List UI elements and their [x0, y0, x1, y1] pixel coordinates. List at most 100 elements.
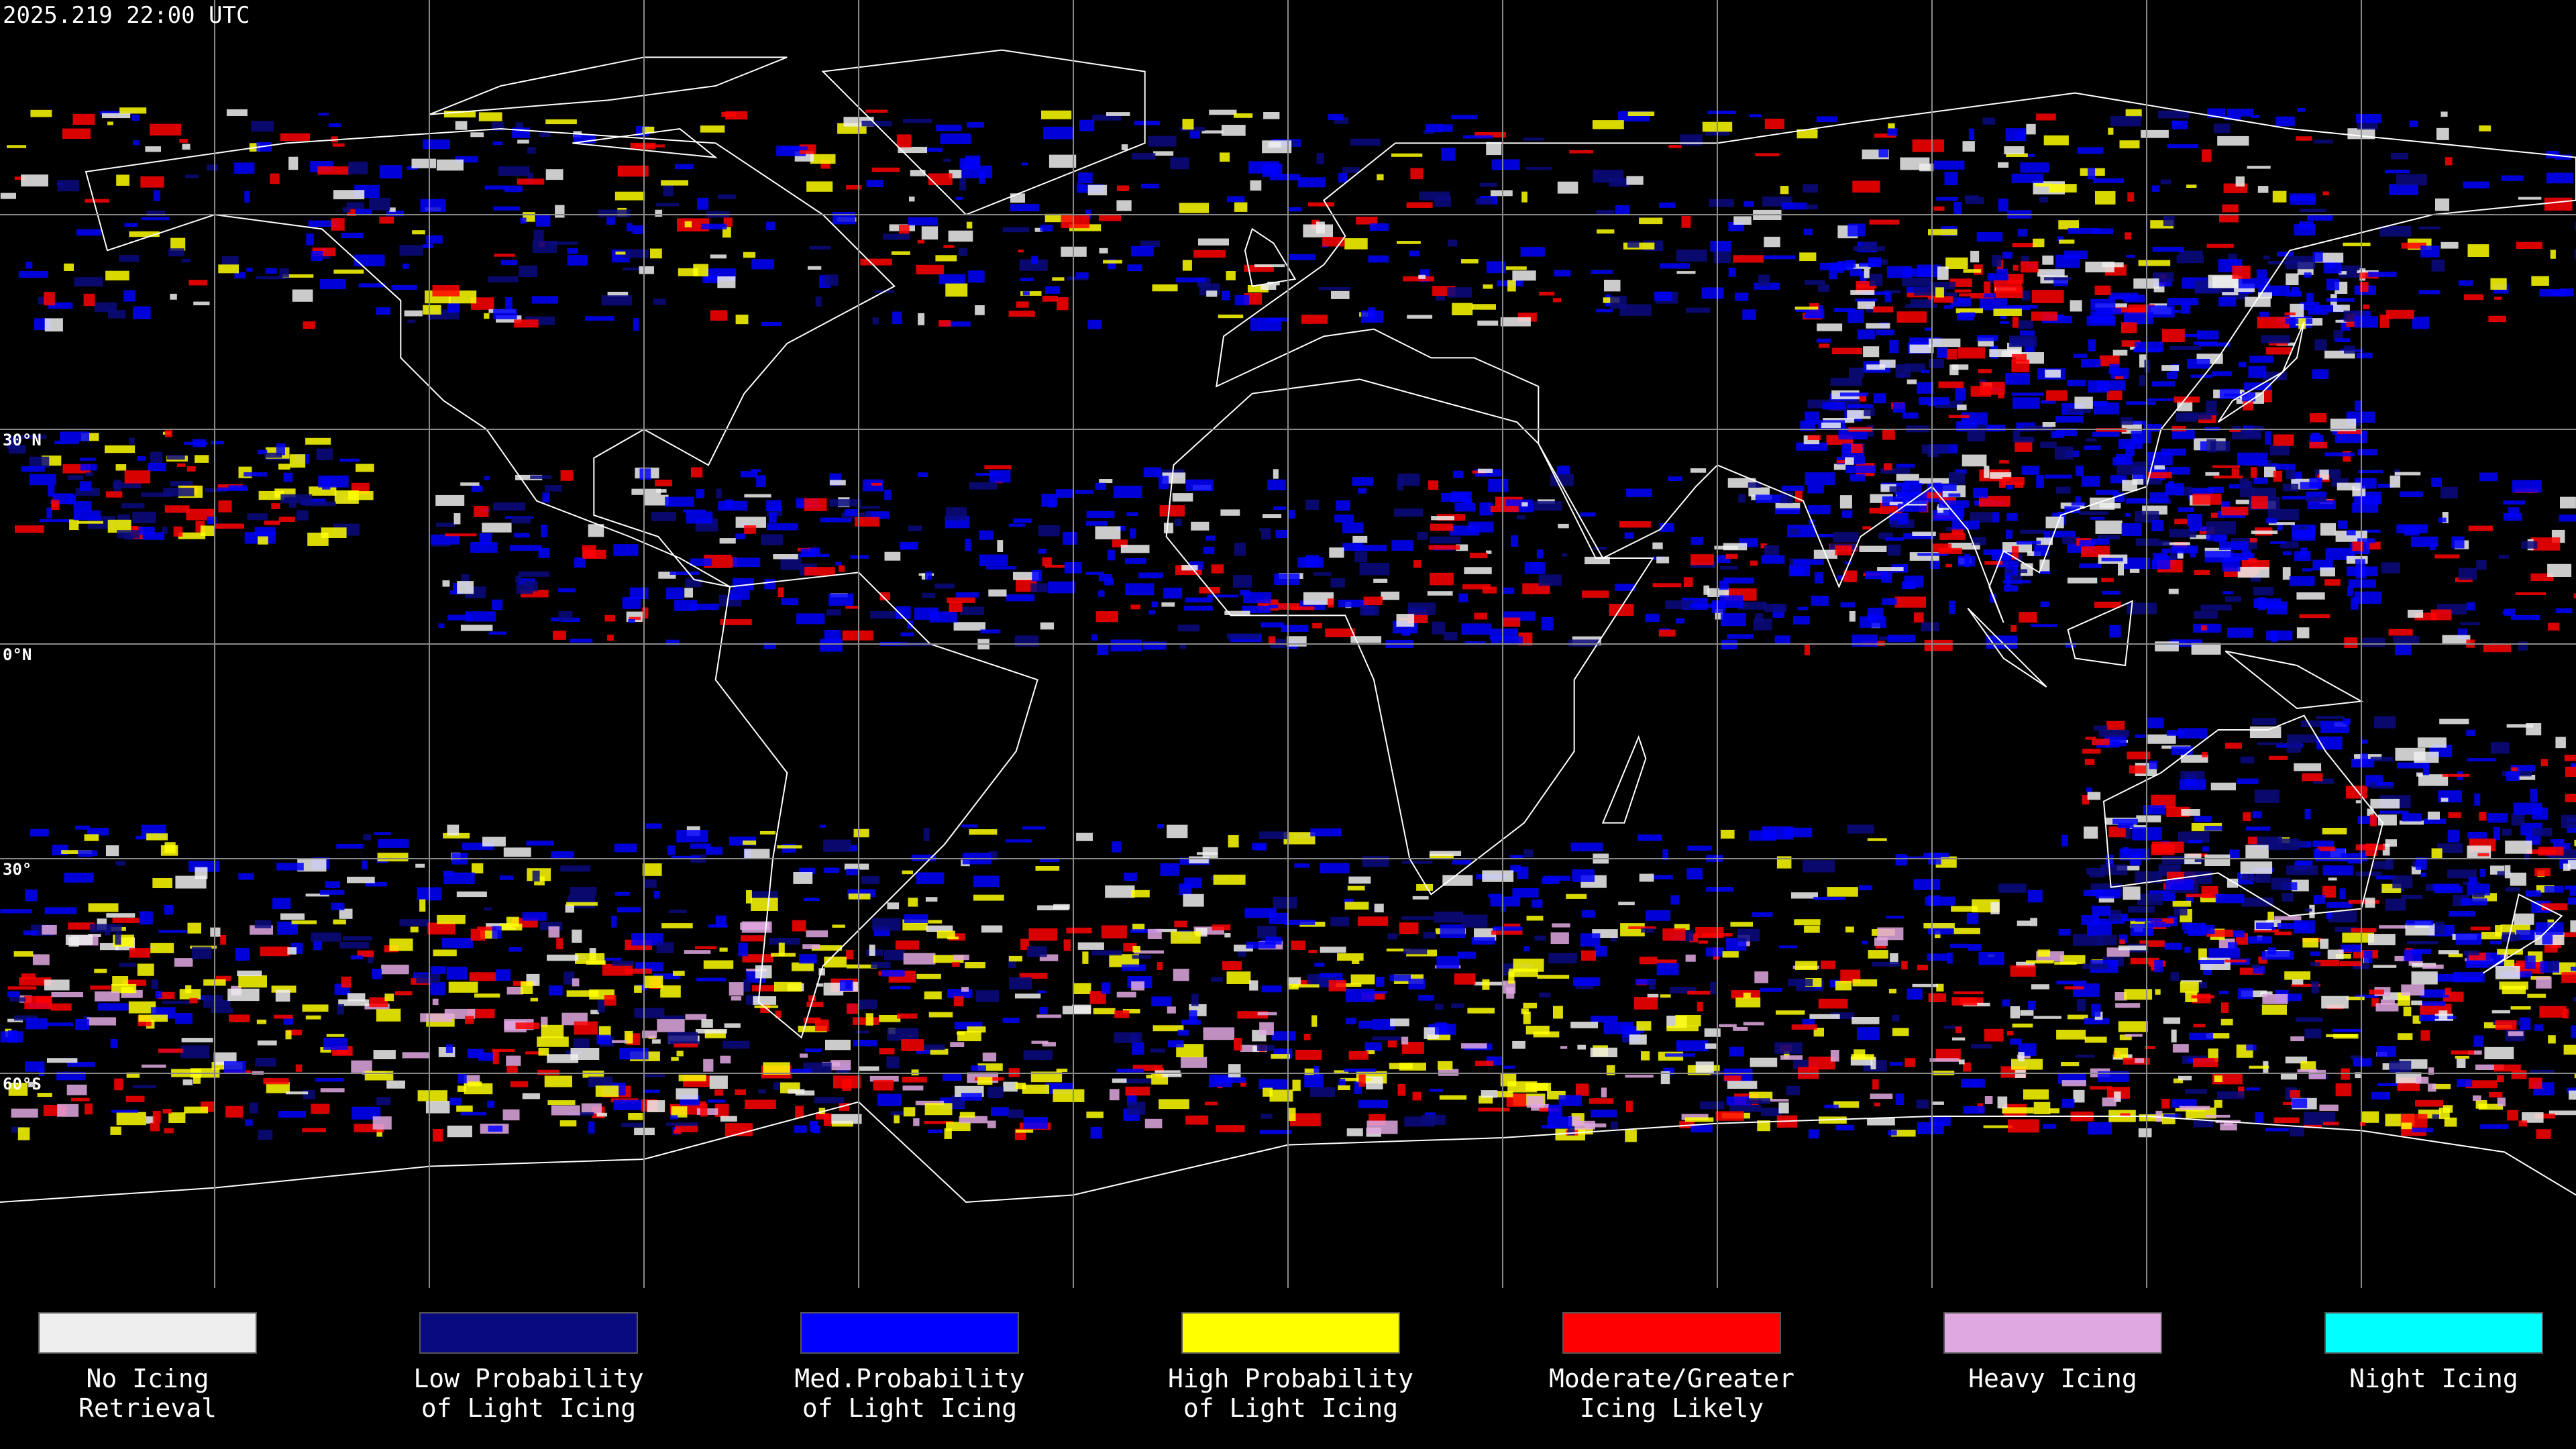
icing-pixel	[203, 1000, 231, 1008]
icing-pixel	[435, 494, 465, 506]
icing-pixel	[164, 430, 172, 437]
icing-pixel	[2092, 739, 2110, 745]
icing-pixel	[305, 894, 329, 897]
icing-pixel	[2021, 261, 2039, 273]
icing-pixel	[945, 283, 968, 297]
icing-pixel	[1802, 1018, 1815, 1026]
icing-pixel	[1346, 1018, 1356, 1024]
icing-pixel	[1986, 425, 2006, 431]
icing-pixel	[2361, 739, 2368, 744]
icing-pixel	[44, 292, 55, 306]
icing-pixel	[1274, 573, 1300, 585]
icing-pixel	[1057, 297, 1069, 311]
icing-pixel	[1811, 596, 1829, 606]
icing-pixel	[1818, 998, 1848, 1009]
icing-pixel	[1978, 369, 1992, 374]
icing-pixel	[11, 1108, 38, 1118]
icing-pixel	[2226, 109, 2254, 117]
icing-pixel	[2343, 242, 2371, 247]
icing-pixel	[1359, 563, 1390, 576]
icing-pixel	[2019, 612, 2037, 623]
icing-pixel	[2118, 823, 2134, 828]
icing-pixel	[1394, 508, 1424, 517]
icing-pixel	[1479, 1095, 1493, 1104]
icing-pixel	[2461, 977, 2481, 981]
icing-pixel	[2202, 846, 2209, 852]
icing-pixel	[2002, 1107, 2034, 1114]
icing-pixel	[1211, 977, 1223, 982]
icing-pixel	[2368, 934, 2396, 946]
icing-pixel	[1862, 526, 1872, 530]
icing-pixel	[1842, 510, 1853, 518]
icing-pixel	[1851, 634, 1878, 647]
icing-pixel	[2020, 1010, 2034, 1016]
icing-pixel	[2493, 826, 2500, 841]
icing-pixel	[2206, 439, 2216, 453]
icing-pixel	[588, 1076, 613, 1087]
icing-pixel	[1833, 531, 1859, 543]
icing-pixel	[1132, 1065, 1163, 1071]
icing-pixel	[1951, 997, 1978, 1006]
icing-pixel	[2527, 994, 2546, 998]
icing-pixel	[107, 121, 113, 125]
icing-pixel	[305, 1015, 321, 1020]
icing-pixel	[2367, 808, 2374, 816]
icing-pixel	[1109, 954, 1139, 967]
icing-pixel	[1338, 1079, 1346, 1088]
icing-pixel	[555, 205, 565, 218]
icing-pixel	[795, 1106, 804, 1118]
icing-pixel	[170, 237, 186, 251]
icing-pixel	[651, 1039, 661, 1044]
icing-pixel	[2326, 564, 2332, 570]
icing-pixel	[318, 113, 329, 116]
icing-pixel	[2198, 960, 2224, 964]
icing-pixel	[455, 156, 478, 163]
icing-pixel	[158, 1049, 183, 1053]
icing-pixel	[2251, 496, 2268, 509]
icing-pixel	[1999, 321, 2009, 324]
icing-pixel	[1524, 562, 1546, 574]
icing-pixel	[363, 834, 372, 841]
icing-pixel	[2432, 1083, 2451, 1089]
icing-pixel	[1344, 902, 1369, 910]
icing-pixel	[1882, 429, 1895, 440]
icing-pixel	[1877, 927, 1904, 941]
icing-pixel	[1610, 295, 1627, 309]
icing-pixel	[1358, 1074, 1366, 1087]
icing-pixel	[1958, 347, 1986, 359]
icing-pixel	[2385, 169, 2410, 174]
icing-pixel	[2414, 751, 2439, 763]
icing-pixel	[1972, 537, 1986, 545]
icing-pixel	[2307, 500, 2336, 510]
icing-pixel	[1887, 635, 1915, 643]
icing-pixel	[44, 979, 70, 991]
icing-pixel	[1572, 869, 1595, 882]
icing-pixel	[1174, 920, 1187, 928]
icing-pixel	[1418, 995, 1434, 1001]
icing-pixel	[910, 170, 926, 176]
icing-pixel	[162, 527, 168, 534]
icing-pixel	[274, 1014, 293, 1019]
icing-pixel	[2159, 540, 2169, 547]
icing-pixel	[975, 305, 985, 315]
icing-pixel	[1063, 939, 1071, 951]
icing-pixel	[2267, 912, 2274, 922]
icing-pixel	[2290, 1127, 2304, 1137]
icing-pixel	[1943, 305, 1953, 309]
icing-pixel	[518, 571, 550, 577]
icing-pixel	[690, 467, 703, 478]
icing-pixel	[545, 119, 577, 125]
icing-pixel	[1511, 535, 1519, 547]
icing-pixel	[1990, 472, 2012, 479]
icing-pixel	[2251, 964, 2260, 968]
icing-pixel	[2155, 641, 2179, 652]
icing-pixel	[2189, 526, 2212, 531]
icing-pixel	[1289, 254, 1316, 260]
icing-pixel	[625, 968, 652, 974]
icing-pixel	[317, 166, 350, 175]
icing-pixel	[2282, 567, 2291, 580]
icing-pixel	[2143, 805, 2165, 815]
icing-pixel	[982, 1053, 997, 1062]
icing-pixel	[1803, 184, 1819, 193]
icing-pixel	[899, 225, 910, 234]
